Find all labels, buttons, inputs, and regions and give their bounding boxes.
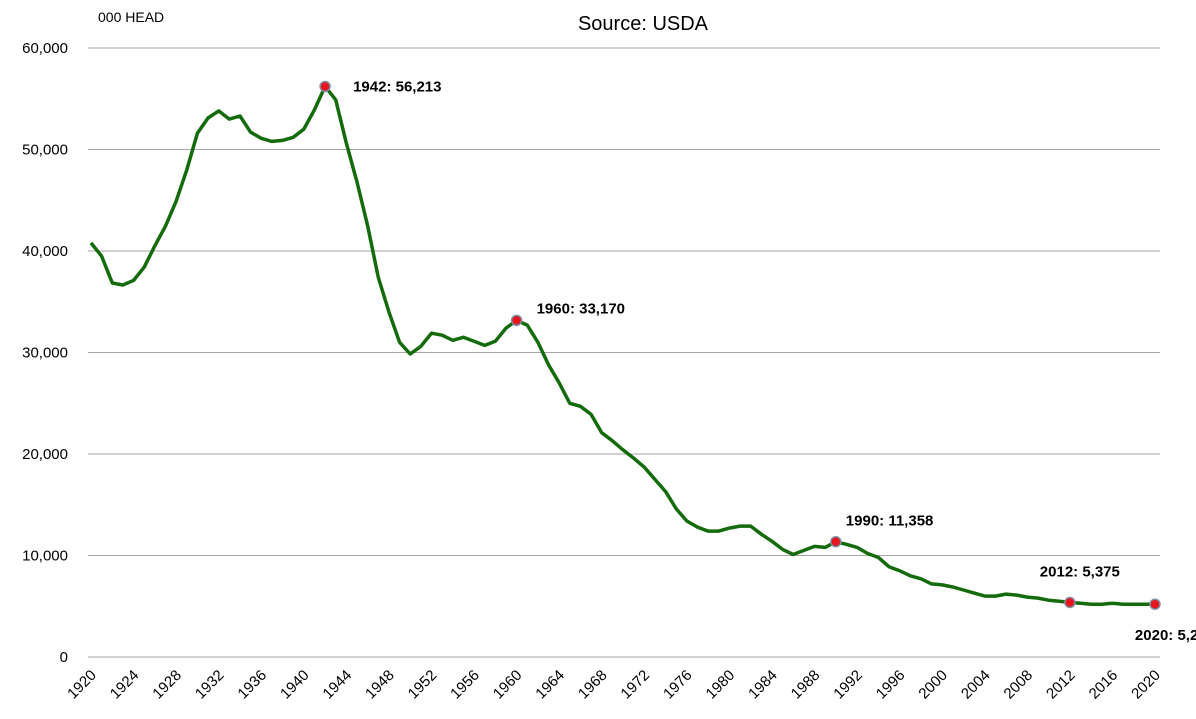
x-tick-label: 1996 <box>873 667 909 703</box>
y-tick-label: 60,000 <box>22 40 68 57</box>
x-tick-label: 1952 <box>405 667 441 703</box>
x-tick-label: 1976 <box>660 667 696 703</box>
x-tick-label: 1980 <box>703 667 739 703</box>
x-tick-label: 1920 <box>64 667 100 703</box>
x-tick-label: 1968 <box>575 667 611 703</box>
annotation-label: 2012: 5,375 <box>1040 563 1120 580</box>
x-tick-label: 1928 <box>149 667 185 703</box>
x-tick-label: 2012 <box>1043 667 1079 703</box>
y-tick-label: 10,000 <box>22 548 68 565</box>
highlight-marker <box>510 314 523 327</box>
x-tick-label: 1960 <box>490 667 526 703</box>
x-tick-label: 1948 <box>362 667 398 703</box>
x-tick-label: 2016 <box>1086 667 1122 703</box>
highlight-marker <box>1149 598 1161 610</box>
y-tick-label: 20,000 <box>22 446 68 463</box>
chart-title: Source: USDA <box>578 13 709 35</box>
x-tick-label: 1992 <box>830 667 866 703</box>
y-tick-label: 0 <box>60 649 68 666</box>
x-tick-label: 2008 <box>1001 667 1037 703</box>
annotation-label: 1990: 11,358 <box>846 513 934 530</box>
highlight-marker <box>319 80 331 93</box>
y-tick-label: 50,000 <box>22 142 68 159</box>
x-tick-label: 1964 <box>532 667 568 703</box>
annotation-label: 1960: 33,170 <box>537 300 625 317</box>
x-tick-label: 1936 <box>234 667 270 703</box>
x-tick-label: 1984 <box>745 667 781 703</box>
x-tick-label: 1944 <box>320 667 356 703</box>
line <box>89 84 1155 606</box>
x-tick-label: 1956 <box>447 667 483 703</box>
y-tick-label: 30,000 <box>22 345 68 362</box>
x-tick-label: 1972 <box>617 667 653 703</box>
x-tick-label: 1988 <box>788 667 824 703</box>
annotation-label: 2020: 5,200 <box>1135 627 1196 644</box>
annotation-label: 1942: 56,213 <box>353 78 441 95</box>
label-background <box>1011 562 1124 585</box>
y-axis-unit: 000 HEAD <box>98 9 164 25</box>
x-tick-label: 1932 <box>192 667 228 703</box>
x-tick-label: 1940 <box>277 667 313 703</box>
x-tick-label: 2000 <box>915 667 951 703</box>
y-tick-label: 40,000 <box>22 243 68 260</box>
x-tick-label: 1924 <box>107 667 143 703</box>
x-tick-label: 2004 <box>958 667 994 703</box>
x-tick-label: 2020 <box>1128 667 1164 703</box>
highlight-marker <box>830 535 842 548</box>
highlight-marker <box>1064 596 1076 609</box>
